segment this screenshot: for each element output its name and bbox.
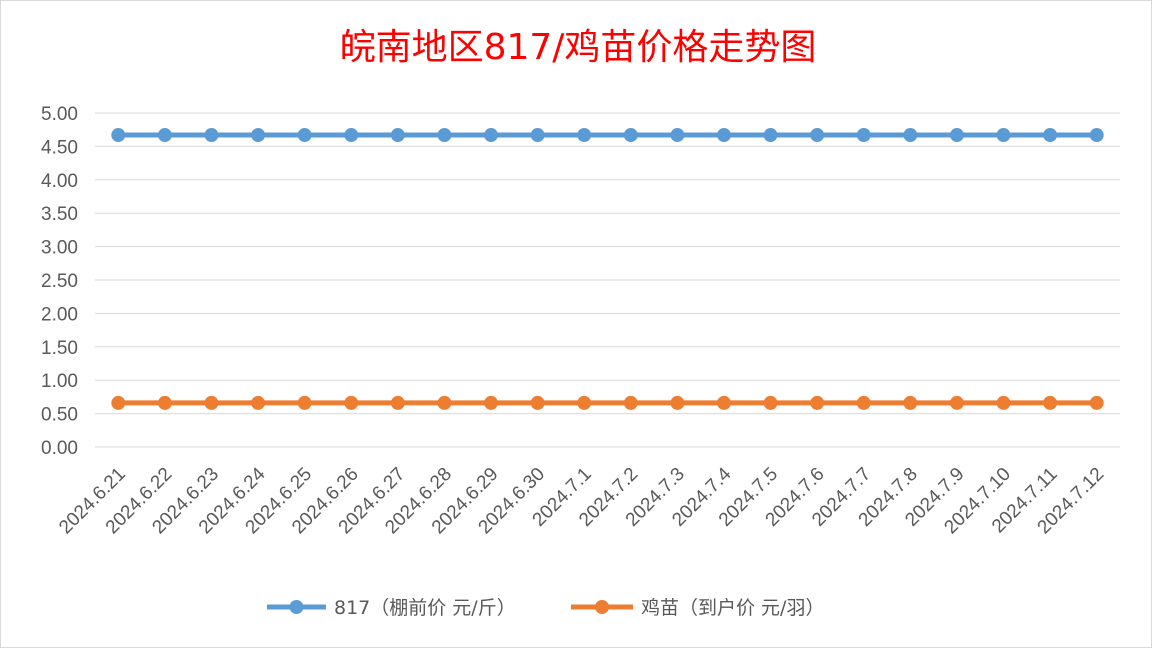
data-point: [251, 395, 266, 410]
y-tick-label: 1.50: [41, 338, 78, 359]
data-point: [297, 128, 312, 143]
series-1: [111, 395, 1104, 410]
legend-label: 鸡苗（到户价 元/羽）: [641, 597, 824, 619]
data-point: [577, 395, 592, 410]
series-lines: [111, 128, 1104, 410]
data-point: [344, 395, 359, 410]
data-point: [344, 128, 359, 143]
y-tick-label: 4.00: [41, 171, 78, 192]
y-tick-label: 0.50: [41, 405, 78, 426]
data-point: [251, 128, 266, 143]
legend-label: 817（棚前价 元/斤）: [334, 597, 516, 619]
y-tick-label: 4.50: [41, 137, 78, 158]
data-point: [530, 395, 545, 410]
data-point: [716, 395, 731, 410]
data-point: [670, 395, 685, 410]
data-point: [530, 128, 545, 143]
y-tick-label: 5.00: [41, 104, 78, 125]
data-point: [157, 128, 172, 143]
data-point: [111, 128, 126, 143]
y-tick-label: 0.00: [41, 438, 78, 459]
data-point: [810, 128, 825, 143]
y-tick-label: 1.00: [41, 371, 78, 392]
data-point: [297, 395, 312, 410]
x-axis-ticks: 2024.6.212024.6.222024.6.232024.6.242024…: [55, 463, 1108, 538]
data-point: [390, 128, 405, 143]
data-point: [1043, 128, 1058, 143]
data-point: [903, 128, 918, 143]
data-point: [437, 128, 452, 143]
data-point: [856, 395, 871, 410]
data-point: [856, 128, 871, 143]
data-point: [1089, 128, 1104, 143]
data-point: [903, 395, 918, 410]
data-point: [437, 395, 452, 410]
data-point: [204, 395, 219, 410]
y-tick-label: 2.00: [41, 304, 78, 325]
data-point: [623, 128, 638, 143]
data-point: [157, 395, 172, 410]
legend-swatch-marker: [289, 600, 304, 614]
legend-item: 鸡苗（到户价 元/羽）: [571, 597, 824, 619]
y-axis-ticks: 0.00 0.50 1.00 1.50 2.00 2.50 3.00 3.50 4.00 4.50…: [41, 104, 78, 459]
data-point: [484, 128, 499, 143]
data-point: [716, 128, 731, 143]
data-point: [1089, 395, 1104, 410]
legend: 817（棚前价 元/斤） 鸡苗（到户价 元/羽）: [267, 597, 824, 619]
chart-title: 皖南地区817/鸡苗价格走势图: [340, 27, 817, 68]
data-point: [670, 128, 685, 143]
data-point: [1043, 395, 1058, 410]
data-point: [763, 128, 778, 143]
data-point: [390, 395, 405, 410]
y-tick-label: 2.50: [41, 271, 78, 292]
data-point: [763, 395, 778, 410]
data-point: [996, 128, 1011, 143]
data-point: [484, 395, 499, 410]
data-point: [949, 128, 964, 143]
y-tick-label: 3.50: [41, 204, 78, 225]
data-point: [623, 395, 638, 410]
series-0: [111, 128, 1104, 143]
data-point: [996, 395, 1011, 410]
data-point: [111, 395, 126, 410]
data-point: [204, 128, 219, 143]
legend-item: 817（棚前价 元/斤）: [267, 597, 516, 619]
y-tick-label: 3.00: [41, 238, 78, 259]
data-point: [577, 128, 592, 143]
data-point: [949, 395, 964, 410]
data-point: [810, 395, 825, 410]
gridlines: [95, 112, 1120, 448]
legend-swatch-marker: [595, 600, 609, 614]
